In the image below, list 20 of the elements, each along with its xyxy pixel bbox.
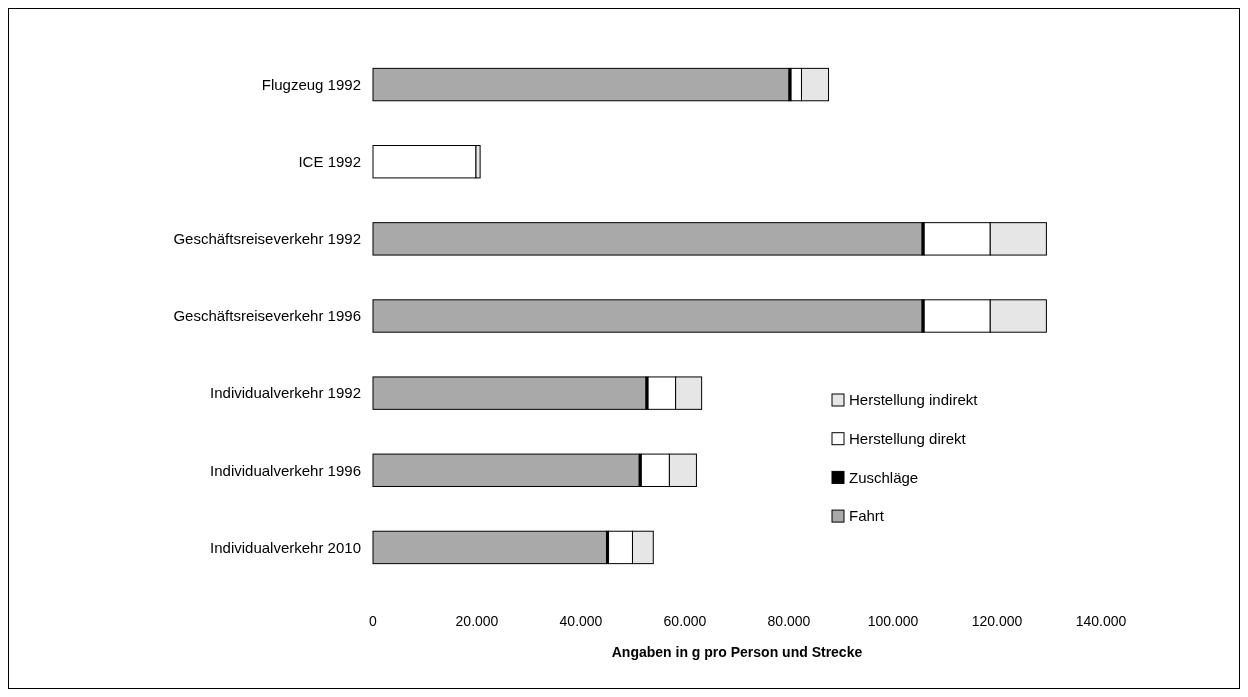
x-tick-label: 40.000 xyxy=(559,613,603,629)
legend-label: Fahrt xyxy=(849,507,885,525)
y-tick-label: Individualverkehr 1996 xyxy=(210,461,361,479)
x-tick-label: 60.000 xyxy=(663,613,707,629)
x-tick-label: 80.000 xyxy=(767,613,811,629)
y-tick-label: Geschäftsreiseverkehr 1996 xyxy=(173,307,361,325)
x-tick-label: 140.000 xyxy=(1075,613,1127,629)
y-tick-label: Individualverkehr 1992 xyxy=(210,384,361,402)
y-tick-label: Flugzeug 1992 xyxy=(261,75,361,93)
y-tick-label: ICE 1992 xyxy=(298,152,361,170)
legend-label: Zuschläge xyxy=(849,468,919,486)
y-tick-label: Geschäftsreiseverkehr 1992 xyxy=(173,230,361,248)
legend-label: Herstellung direkt xyxy=(849,429,967,447)
x-axis-title: Angaben in g pro Person und Strecke xyxy=(611,644,863,660)
y-tick-label: Individualverkehr 2010 xyxy=(210,538,361,556)
legend-label: Herstellung indirekt xyxy=(849,391,979,409)
x-tick-label: 0 xyxy=(369,613,378,629)
x-tick-label: 100.000 xyxy=(867,613,919,629)
x-tick-label: 120.000 xyxy=(971,613,1023,629)
x-tick-label: 20.000 xyxy=(455,613,499,629)
